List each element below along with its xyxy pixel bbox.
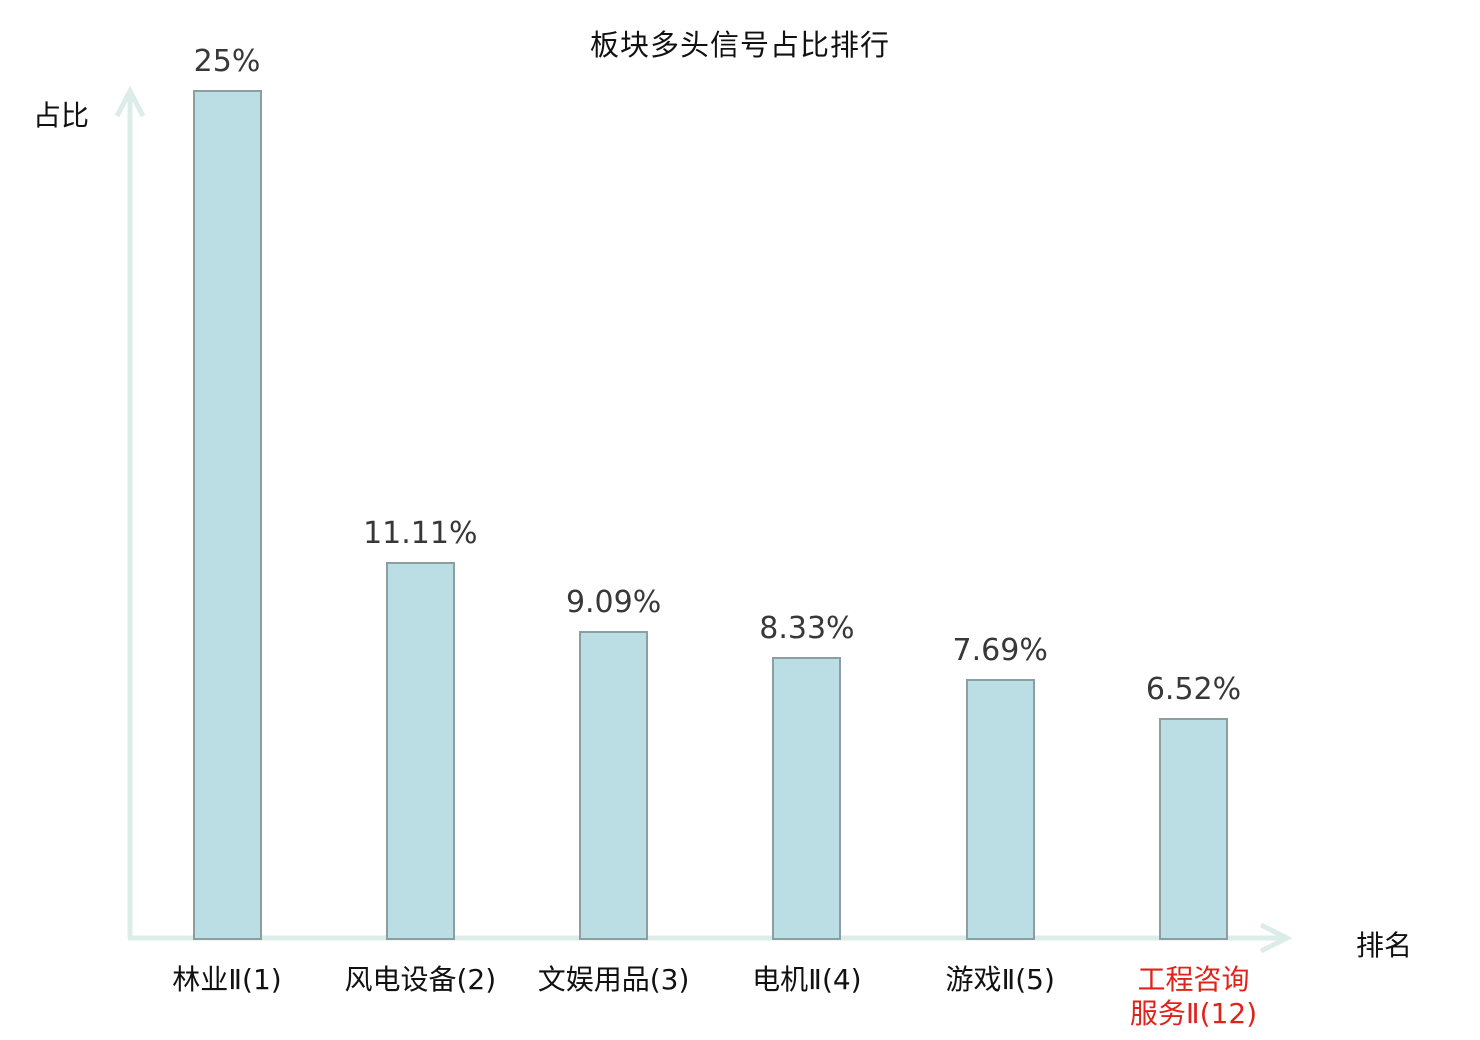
bar xyxy=(772,656,842,940)
bar xyxy=(192,90,262,940)
x-axis-arrow-icon xyxy=(1259,922,1293,954)
category-label: 游戏Ⅱ(5) xyxy=(945,963,1055,996)
y-axis-label: 占比 xyxy=(33,99,90,132)
bar-value-label: 7.69% xyxy=(952,632,1048,668)
bar-value-label: 6.52% xyxy=(1145,672,1242,708)
bar xyxy=(1159,718,1228,940)
bar xyxy=(579,630,649,940)
bar xyxy=(385,562,455,940)
y-axis-arrow-icon xyxy=(114,85,146,118)
category-label: 电机Ⅱ(4) xyxy=(752,963,862,996)
bar-value-label: 25% xyxy=(193,44,261,79)
category-label: 林业Ⅱ(1) xyxy=(172,963,282,996)
category-label: 文娱用品(3) xyxy=(537,963,690,996)
bar-value-label: 9.09% xyxy=(565,584,662,620)
bar-value-label: 11.11% xyxy=(363,516,478,552)
chart-title: 板块多头信号占比排行 xyxy=(589,28,890,62)
bar-value-label: 8.33% xyxy=(759,610,855,646)
category-label: 工程咨询 服务Ⅱ(12) xyxy=(1129,963,1258,1030)
category-label: 风电设备(2) xyxy=(344,963,497,996)
bar xyxy=(965,678,1035,940)
x-axis-label: 排名 xyxy=(1356,929,1413,962)
